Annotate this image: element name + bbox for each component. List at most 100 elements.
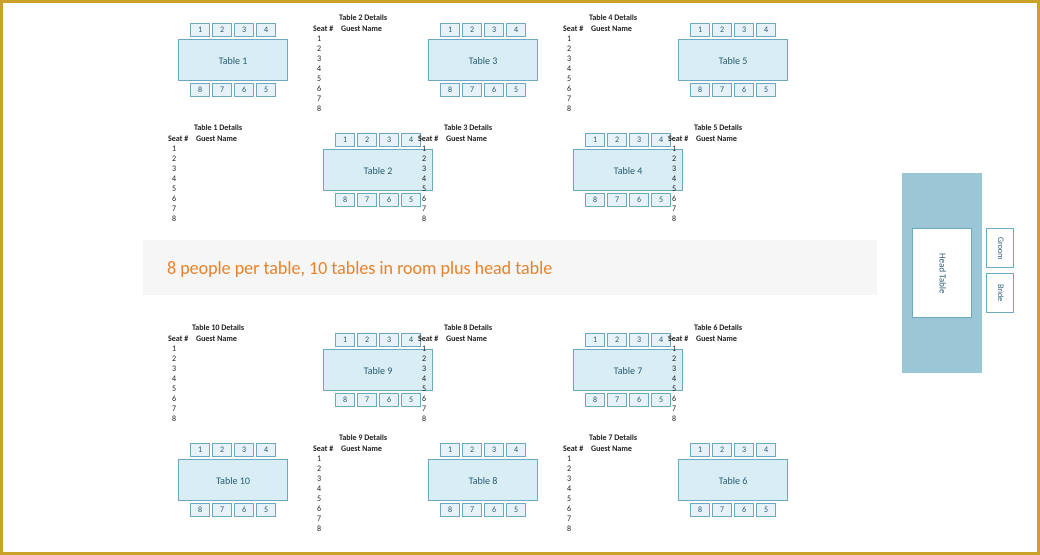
seat: 1 (335, 133, 355, 147)
table-rect: Table 4 (573, 149, 683, 191)
seat: 6 (234, 503, 254, 517)
seat: 3 (379, 133, 399, 147)
seat: 6 (379, 393, 399, 407)
detail-title: Table 3 Details (418, 123, 518, 133)
detail-title: Table 5 Details (668, 123, 768, 133)
head-table: Head Table (912, 228, 972, 318)
detail-row: 6 (418, 194, 518, 204)
detail-header-seat: Seat # (168, 134, 196, 144)
table-rect: Table 8 (428, 459, 538, 501)
detail-row: 6 (313, 84, 413, 94)
table-rect: Table 5 (678, 39, 788, 81)
seat: 2 (712, 23, 732, 37)
seat: 4 (256, 443, 276, 457)
seat: 5 (506, 83, 526, 97)
table-detail: Table 1 DetailsSeat #Guest Name12345678 (168, 123, 268, 224)
table-unit: 1234Table 68765 (678, 443, 788, 517)
seat-row-bottom: 8765 (178, 503, 288, 517)
table-unit: 1234Table 78765 (573, 333, 683, 407)
seat-row-bottom: 8765 (573, 393, 683, 407)
table-rect: Table 2 (323, 149, 433, 191)
detail-title: Table 9 Details (313, 433, 413, 443)
detail-row: 6 (563, 504, 663, 514)
detail-row: 8 (668, 214, 768, 224)
detail-title: Table 4 Details (563, 13, 663, 23)
detail-header-guest: Guest Name (341, 444, 413, 454)
detail-row: 7 (313, 94, 413, 104)
detail-row: 7 (418, 204, 518, 214)
seat: 7 (462, 503, 482, 517)
detail-row: 6 (668, 394, 768, 404)
table-rect: Table 6 (678, 459, 788, 501)
detail-row: 3 (313, 54, 413, 64)
detail-row: 2 (313, 464, 413, 474)
detail-row: 1 (563, 34, 663, 44)
detail-header-guest: Guest Name (341, 24, 413, 34)
detail-row: 7 (168, 404, 268, 414)
detail-header-guest: Guest Name (696, 334, 768, 344)
detail-header-seat: Seat # (563, 24, 591, 34)
detail-row: 8 (168, 414, 268, 424)
detail-header: Seat #Guest Name (668, 134, 768, 144)
detail-row: 5 (418, 384, 518, 394)
detail-row: 7 (168, 204, 268, 214)
seat: 2 (462, 23, 482, 37)
seat-row-top: 1234 (678, 443, 788, 457)
seat: 7 (712, 503, 732, 517)
detail-header-seat: Seat # (313, 444, 341, 454)
seat: 4 (756, 443, 776, 457)
seat-row-top: 1234 (573, 133, 683, 147)
detail-header-seat: Seat # (668, 334, 696, 344)
seat: 5 (256, 503, 276, 517)
detail-header: Seat #Guest Name (418, 134, 518, 144)
detail-row: 6 (563, 84, 663, 94)
table-unit: 1234Table 98765 (323, 333, 433, 407)
seat: 7 (357, 193, 377, 207)
seat: 5 (756, 83, 776, 97)
detail-row: 4 (668, 374, 768, 384)
detail-header: Seat #Guest Name (313, 444, 413, 454)
seat-row-top: 1234 (428, 23, 538, 37)
detail-header: Seat #Guest Name (168, 334, 268, 344)
detail-row: 8 (668, 414, 768, 424)
detail-row: 8 (168, 214, 268, 224)
detail-row: 5 (563, 74, 663, 84)
seat: 1 (190, 23, 210, 37)
seat: 2 (212, 443, 232, 457)
detail-row: 3 (418, 364, 518, 374)
detail-row: 3 (168, 164, 268, 174)
seat: 4 (256, 23, 276, 37)
detail-row: 5 (168, 384, 268, 394)
detail-row: 2 (668, 154, 768, 164)
seat: 1 (440, 23, 460, 37)
seat-row-top: 1234 (178, 443, 288, 457)
seat: 1 (585, 333, 605, 347)
table-detail: Table 9 DetailsSeat #Guest Name12345678 (313, 433, 413, 534)
detail-row: 7 (563, 94, 663, 104)
seat: 7 (607, 393, 627, 407)
seat: 6 (484, 83, 504, 97)
detail-row: 2 (168, 154, 268, 164)
seat: 5 (256, 83, 276, 97)
seat-row-top: 1234 (573, 333, 683, 347)
seat: 2 (607, 333, 627, 347)
detail-title: Table 8 Details (418, 323, 518, 333)
detail-row: 6 (168, 194, 268, 204)
groom-seat: Groom (986, 228, 1014, 268)
detail-row: 4 (168, 174, 268, 184)
seat-row-top: 1234 (178, 23, 288, 37)
detail-row: 6 (313, 504, 413, 514)
seat: 6 (379, 193, 399, 207)
detail-row: 4 (418, 374, 518, 384)
detail-header: Seat #Guest Name (418, 334, 518, 344)
head-table-block: Head Table Groom Bride (902, 173, 1017, 373)
table-detail: Table 4 DetailsSeat #Guest Name12345678 (563, 13, 663, 114)
seat-row-bottom: 8765 (428, 503, 538, 517)
seat: 8 (690, 83, 710, 97)
detail-header-seat: Seat # (418, 334, 446, 344)
seat: 3 (234, 23, 254, 37)
seat: 8 (440, 83, 460, 97)
seat: 2 (462, 443, 482, 457)
detail-row: 1 (563, 454, 663, 464)
detail-row: 8 (313, 104, 413, 114)
